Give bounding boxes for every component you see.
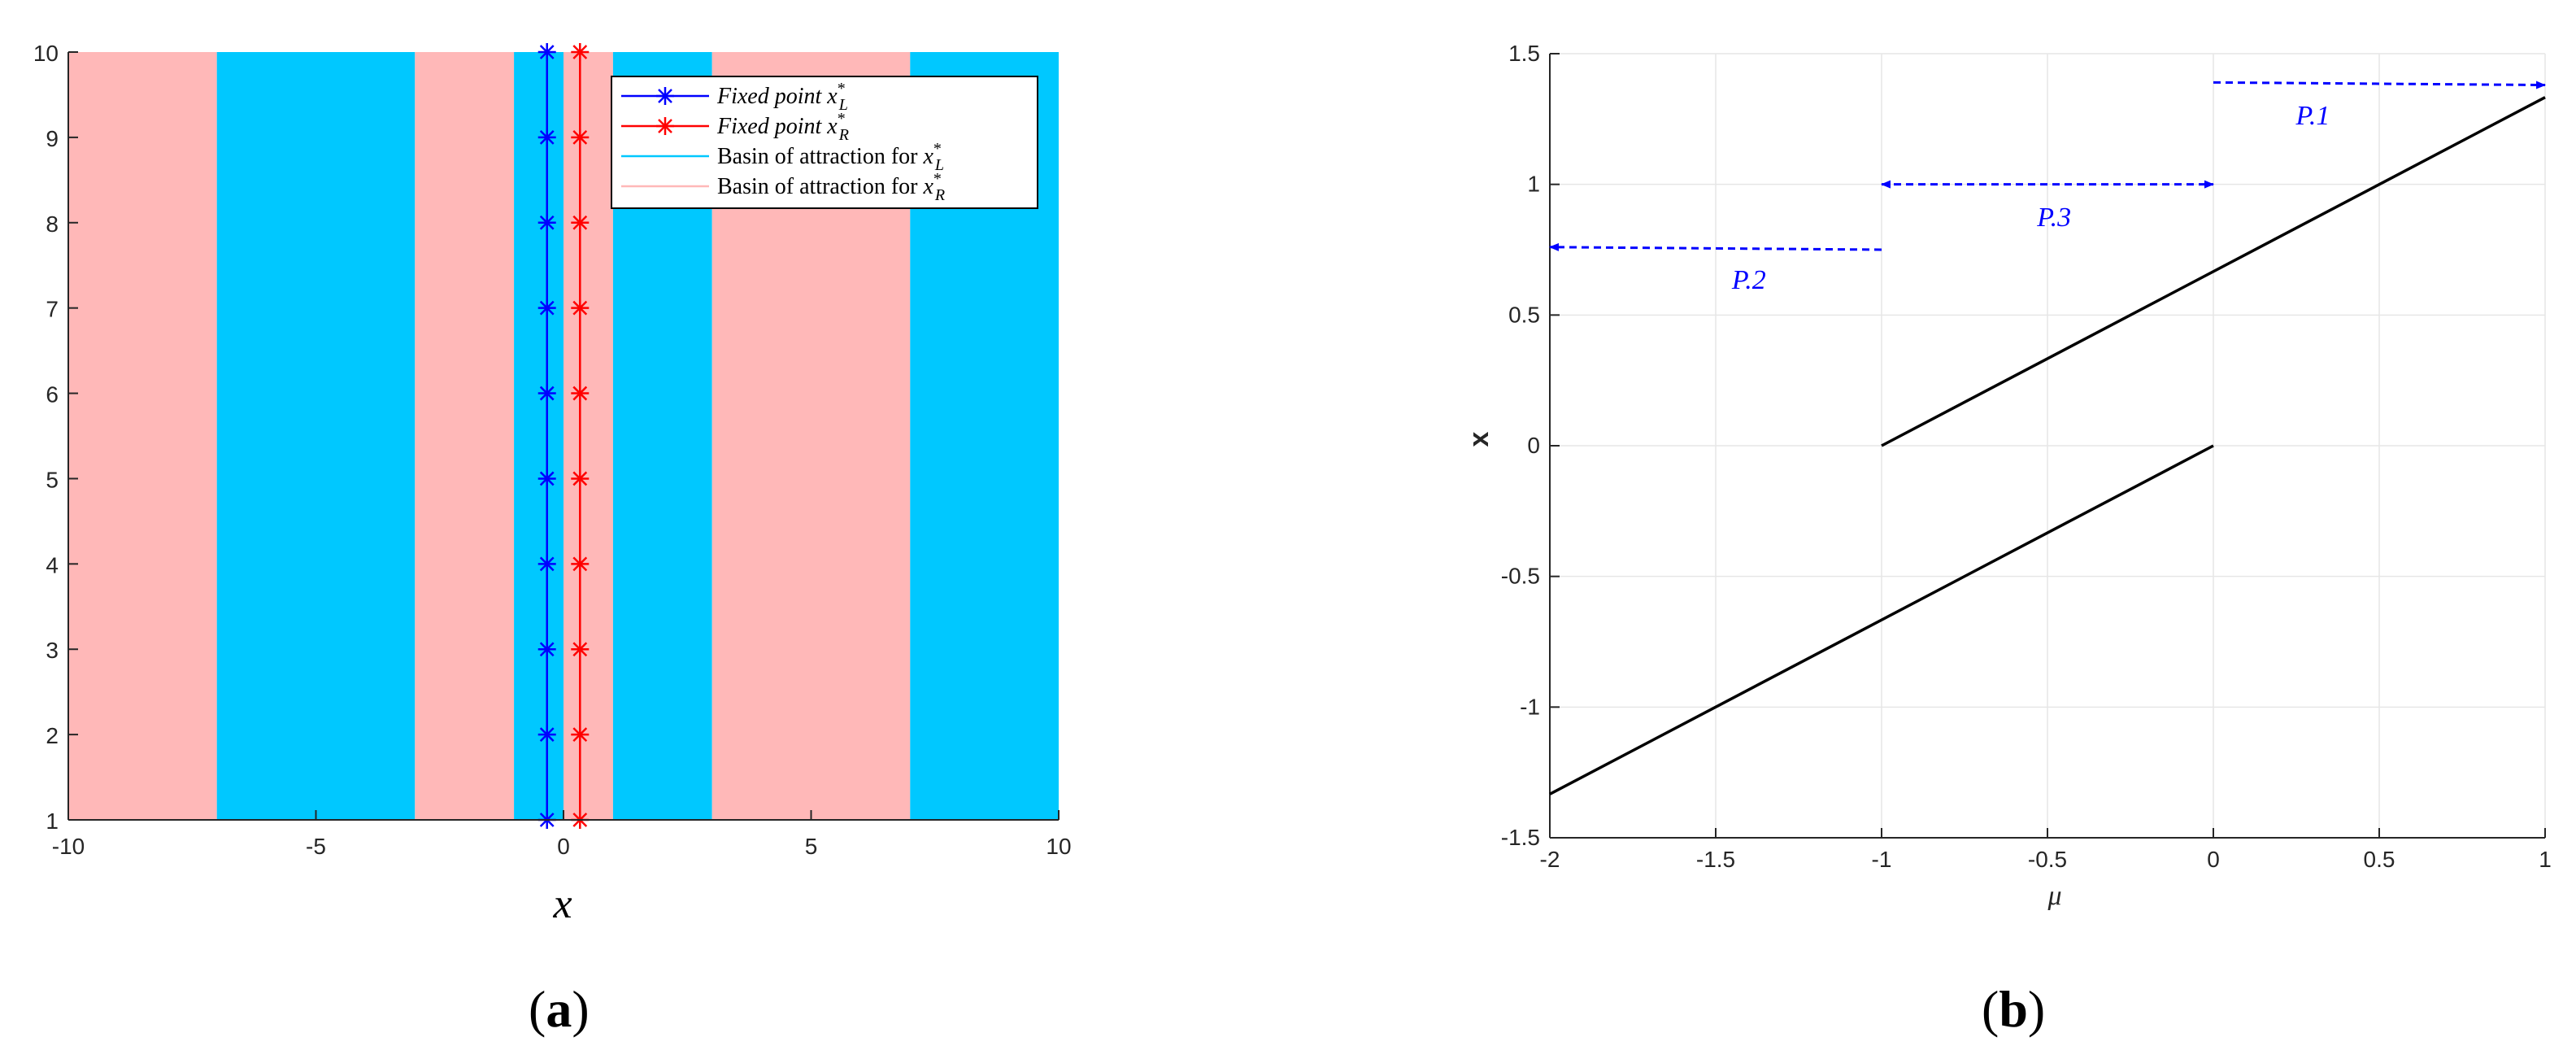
branch-line-2	[1881, 96, 2546, 447]
fixed-point-marker	[537, 298, 557, 318]
legend-star-marker	[655, 85, 676, 107]
fixed-point-series	[537, 41, 590, 830]
basin-band-2	[415, 52, 515, 820]
chart-a-x-tick-label: 10	[1046, 834, 1071, 859]
chart-a-x-axis-label: x	[552, 881, 572, 927]
chart-a: -10 -5 0 5 10 1 2 3 4 5 6 7 8 9 10 x Fixed point x* LFi…	[33, 41, 1072, 927]
chart-b-x-tick-label: 0	[2207, 847, 2220, 872]
chart-b-grid	[1549, 53, 2546, 839]
chart-b-ticks: -2 -1.5 -1 -0.5 0 0.5 1-1.5-1-0.500.511.5	[1501, 41, 2552, 872]
chart-b-x-tick-label: -1	[1872, 847, 1892, 872]
basin-band-3	[514, 52, 564, 820]
chart-b-x-tick-label: -2	[1540, 847, 1560, 872]
fixed-point-marker	[537, 554, 557, 574]
chart-b-y-tick-label: 1	[1527, 172, 1540, 197]
chart-b-y-tick-label: -1	[1520, 694, 1540, 719]
chart-b-x-tick-label: 0.5	[2364, 847, 2395, 872]
chart-a-x-tick-label: 0	[557, 834, 570, 859]
chart-b-x-tick-label: -0.5	[2028, 847, 2067, 872]
region-annotations: P.1 P.2 P.3	[1549, 81, 2546, 295]
chart-a-y-tick-label: 2	[46, 723, 59, 748]
chart-b-x-tick-label: -1.5	[1696, 847, 1735, 872]
fixed-point-marker	[570, 127, 590, 148]
fixed-point-marker	[570, 468, 590, 489]
fixed-point-marker	[537, 638, 557, 660]
fixed-point-marker	[570, 638, 590, 660]
chart-a-y-tick-label: 10	[33, 41, 59, 66]
chart-b-x-tick-label: 1	[2539, 847, 2552, 872]
chart-a-x-tick-label: 5	[805, 834, 818, 859]
chart-b-y-tick-label: 1.5	[1508, 41, 1540, 66]
annotation-label: P.1	[2295, 101, 2330, 131]
fixed-point-marker	[537, 468, 557, 489]
chart-a-y-tick-label: 6	[46, 382, 59, 407]
chart-a-y-tick-label: 4	[46, 552, 59, 577]
chart-b-x-axis-label: μ	[2047, 881, 2061, 911]
chart-a-y-tick-label: 5	[46, 467, 59, 492]
chart-a-ticks: -10 -5 0 5 10 1 2 3 4 5 6 7 8 9 10	[33, 41, 1072, 859]
fixed-point-marker	[570, 298, 590, 318]
chart-a-y-tick-label: 8	[46, 211, 59, 237]
chart-b: -2 -1.5 -1 -0.5 0 0.5 1-1.5-1-0.500.511.5 P.1P…	[1464, 41, 2552, 911]
basin-band-0	[68, 52, 217, 820]
chart-b-y-axis-label: x	[1464, 431, 1495, 447]
fixed-point-marker	[537, 41, 557, 63]
legend-star-marker	[655, 115, 676, 137]
chart-b-y-tick-label: 0.5	[1508, 302, 1540, 327]
chart-a-x-tick-label: -10	[52, 834, 85, 859]
fixed-point-marker	[570, 554, 590, 574]
fixed-point-marker	[570, 41, 590, 63]
fixed-point-marker	[570, 383, 590, 403]
fixed-point-marker	[570, 212, 590, 233]
fixed-point-marker	[570, 724, 590, 745]
fixed-point-marker	[537, 383, 557, 403]
chart-a-y-tick-label: 1	[46, 808, 59, 834]
legend-label: Basin of attraction for x* R	[717, 170, 945, 204]
panel-label-b: (b)	[1982, 980, 2045, 1038]
chart-b-y-tick-label: 0	[1527, 433, 1540, 458]
basin-bands	[68, 52, 1059, 820]
chart-b-y-tick-label: -1.5	[1501, 825, 1540, 850]
annotation-label: P.3	[2036, 203, 2071, 233]
annotation-arrow	[2213, 81, 2546, 89]
legend-label: Basin of attraction for x* L	[717, 140, 944, 174]
basin-band-4	[564, 52, 613, 820]
branch-series	[1549, 96, 2546, 795]
fixed-point-marker	[537, 724, 557, 745]
chart-a-y-tick-label: 7	[46, 297, 59, 322]
chart-a-y-tick-label: 9	[46, 126, 59, 151]
chart-b-y-tick-label: -0.5	[1501, 564, 1540, 589]
chart-a-y-tick-label: 3	[46, 638, 59, 663]
legend-label: Fixed point x* R	[716, 110, 849, 144]
panel-label-a: (a)	[529, 980, 590, 1038]
fixed-point-marker	[537, 212, 557, 233]
branch-line-1	[1549, 444, 2214, 795]
annotation-label: P.2	[1731, 265, 1766, 295]
legend-label: Fixed point x* L	[716, 80, 848, 114]
annotation-arrow	[1549, 242, 1882, 251]
chart-a-x-tick-label: -5	[306, 834, 326, 859]
basin-band-1	[216, 52, 416, 820]
fixed-point-marker	[537, 127, 557, 148]
